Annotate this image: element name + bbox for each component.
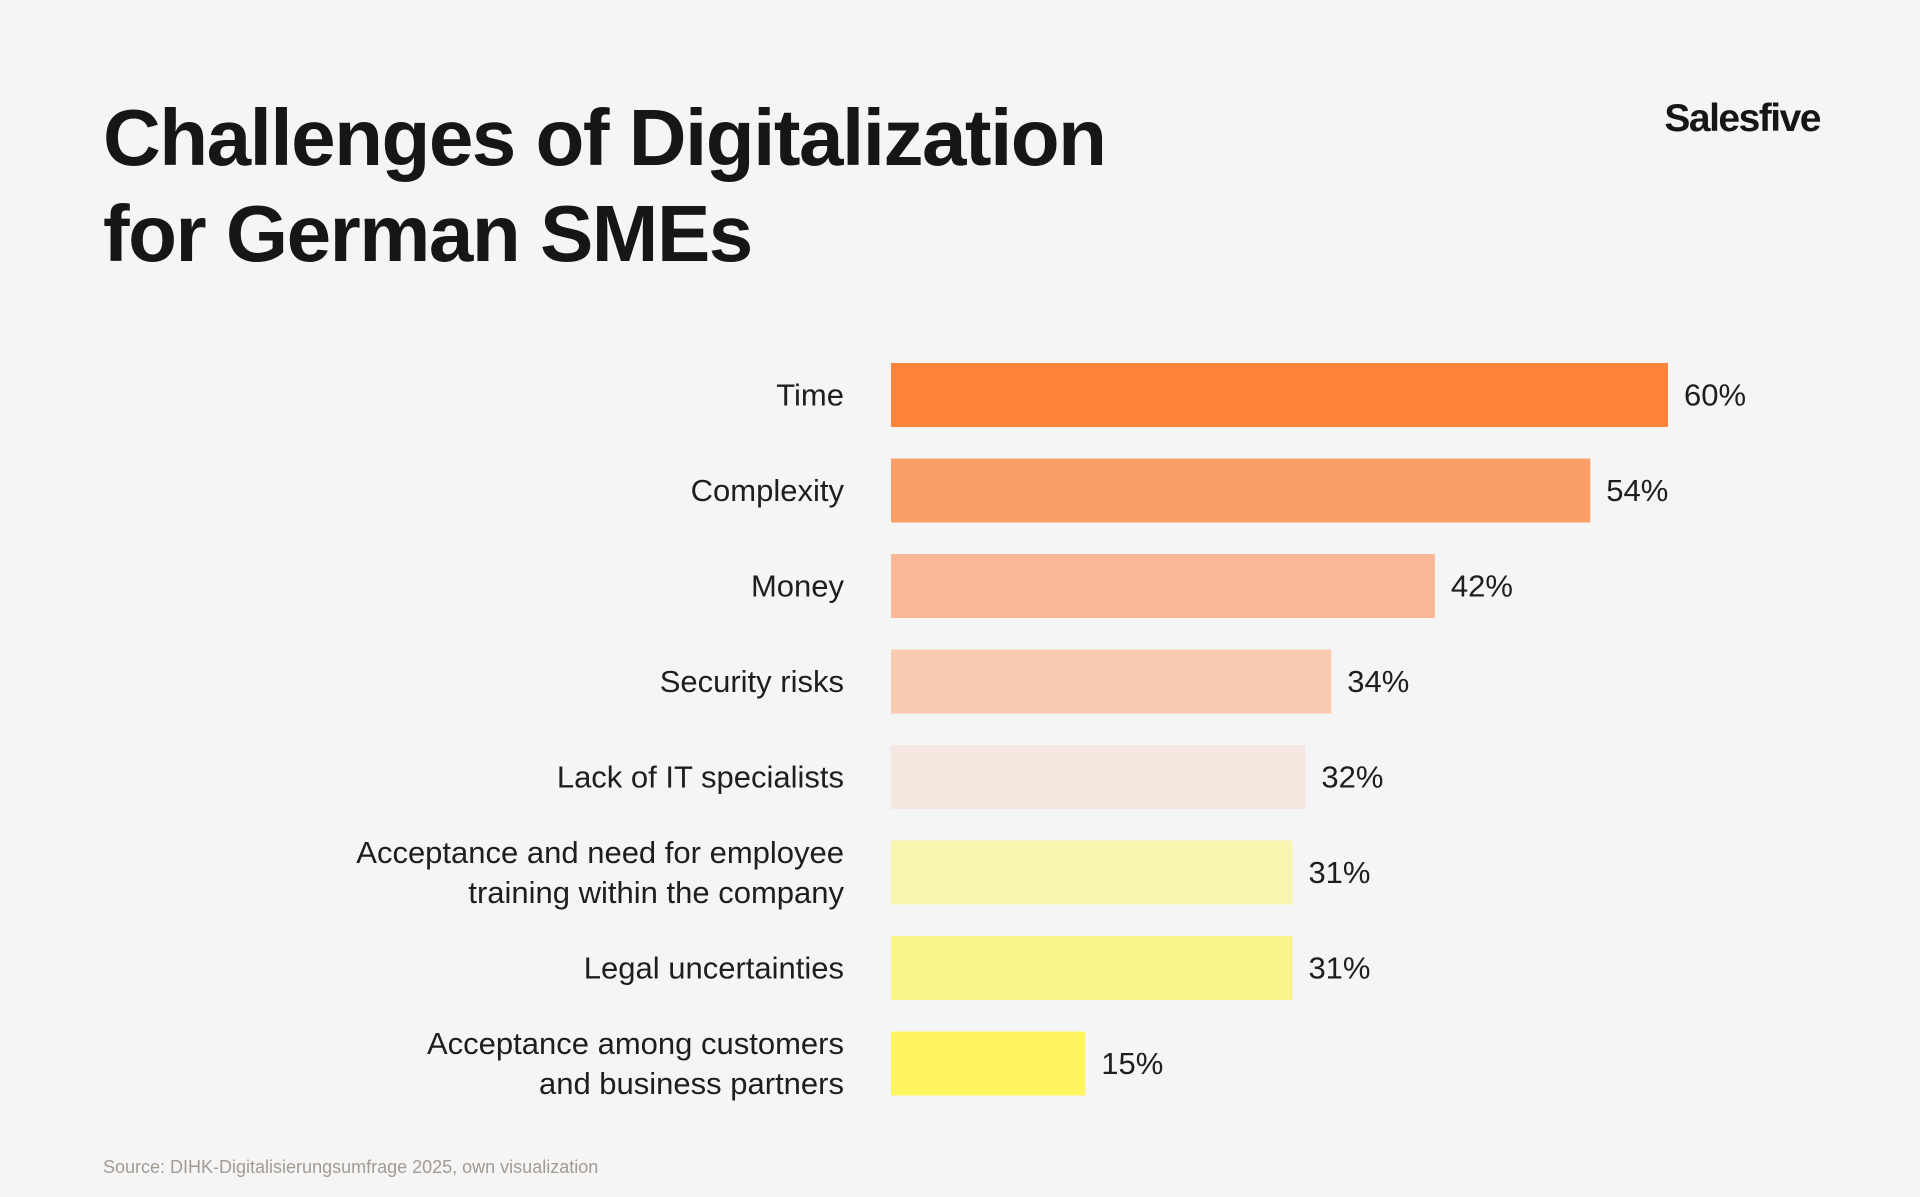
bar-8	[891, 1031, 1086, 1096]
chart-title-line-1: Challenges of Digitalization	[103, 93, 1107, 182]
value-label-6: 31%	[1308, 855, 1370, 890]
value-label-5: 32%	[1321, 760, 1383, 795]
category-label-1: Time	[776, 378, 844, 413]
category-label-6: Acceptance and need for employee training…	[356, 835, 844, 910]
value-label-1: 60%	[1684, 378, 1746, 413]
bar-4	[891, 649, 1332, 714]
category-label-7: Legal uncertainties	[584, 951, 844, 986]
category-label-4: Security risks	[660, 664, 844, 699]
bar-chart: 60% Time 54% Complexity 42% Money 34% Security …	[356, 363, 1746, 1101]
bar-2	[891, 458, 1591, 523]
value-label-4: 34%	[1347, 664, 1409, 699]
value-label-8: 15%	[1101, 1046, 1163, 1081]
chart-title-line-2: for German SMEs	[103, 189, 753, 278]
value-label-7: 31%	[1308, 951, 1370, 986]
salesfive-logo: Salesfive	[1664, 97, 1821, 140]
source-note: Source: DIHK-Digitalisierungsumfrage 202…	[103, 1157, 599, 1177]
bar-6	[891, 840, 1293, 905]
category-label-8: Acceptance among customers and business p…	[427, 1026, 844, 1101]
bar-7	[891, 936, 1293, 1000]
value-label-3: 42%	[1451, 569, 1513, 604]
category-label-2: Complexity	[691, 473, 845, 508]
bar-1	[891, 363, 1668, 427]
value-label-2: 54%	[1606, 473, 1668, 508]
chart-title: Challenges of Digitalization for German …	[103, 90, 1107, 282]
bar-5	[891, 745, 1306, 809]
category-label-3: Money	[751, 569, 845, 604]
bar-3	[891, 554, 1435, 618]
category-label-5: Lack of IT specialists	[557, 760, 844, 795]
